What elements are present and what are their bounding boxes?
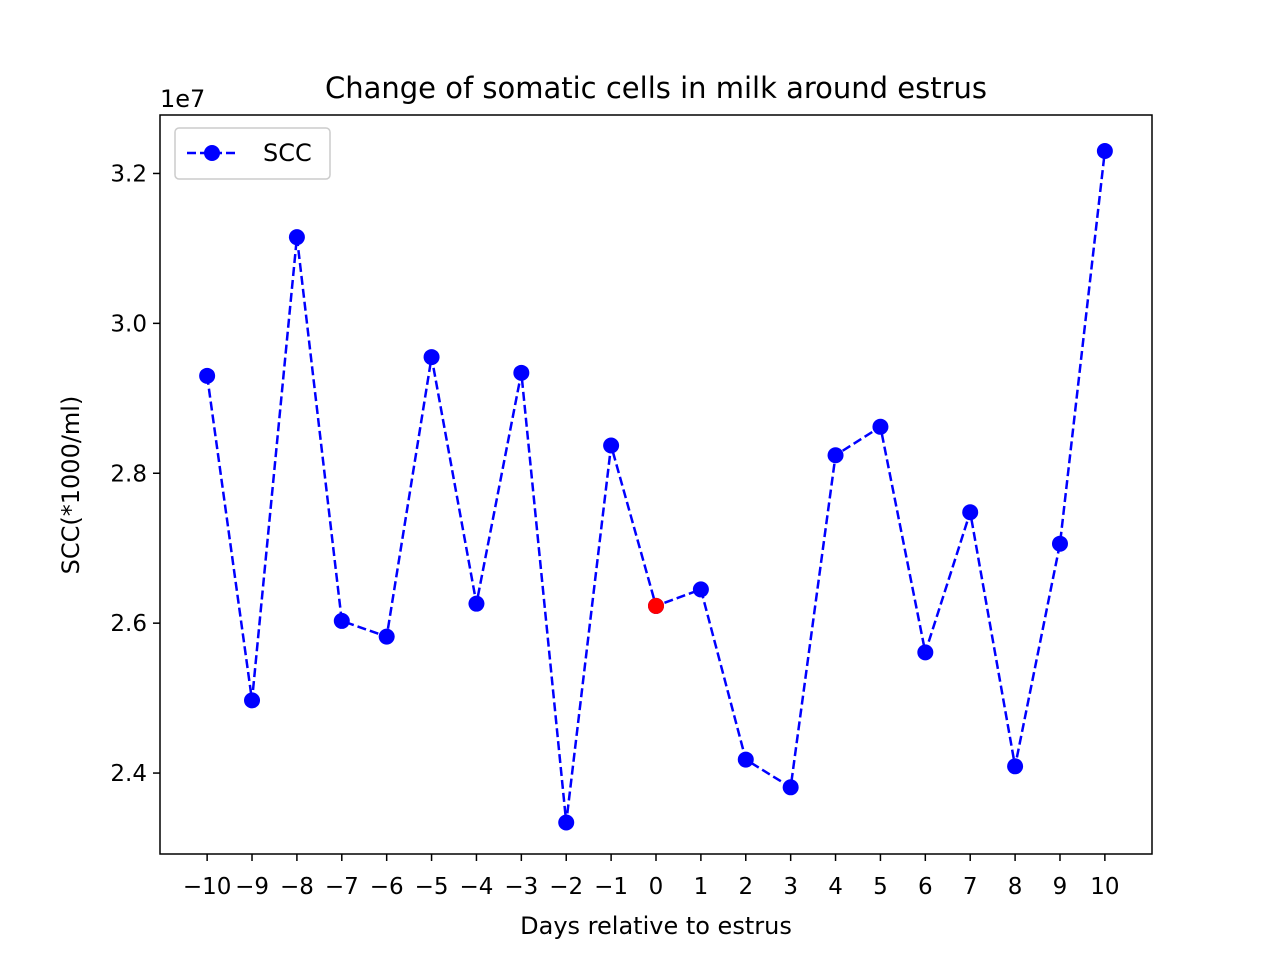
data-point [199,367,216,384]
x-tick-label: 10 [1090,874,1119,900]
data-point [468,595,485,612]
x-axis-label: Days relative to estrus [520,912,792,940]
data-point [513,364,530,381]
x-tick-label: −8 [280,874,314,900]
y-tick-label: 2.4 [110,761,147,787]
axes-frame [159,114,1153,855]
legend-box [174,127,331,180]
legend-marker-swatch [204,145,220,161]
x-tick-label: 3 [783,874,798,900]
x-tick-label: 2 [738,874,753,900]
x-tick-label: −6 [370,874,404,900]
y-axis-label: SCC(*1000/ml) [57,396,85,575]
x-tick-label: 6 [918,874,933,900]
x-tick-label: −9 [235,874,269,900]
x-tick-label: −4 [459,874,493,900]
x-tick-label: 5 [873,874,888,900]
x-tick-label: −7 [325,874,359,900]
data-point [1051,535,1068,552]
data-point [423,349,440,366]
plot-area: −10 −9 −8 −7 −6 −5 −4 −3 −2 −1 0 1 2 3 4 5 6 7 8 9 102.42.62… [110,114,1153,900]
x-tick-label: 4 [828,874,843,900]
x-tick-label: 8 [1008,874,1023,900]
data-point [333,612,350,629]
highlighted-data-point [648,597,664,614]
data-point [1096,142,1113,159]
data-point [558,814,575,831]
chart-title: Change of somatic cells in milk around e… [325,71,987,105]
x-tick-label: 9 [1053,874,1068,900]
data-point [737,751,754,768]
data-point [962,504,979,521]
x-tick-label: 7 [963,874,978,900]
data-point [288,229,305,246]
x-tick-label: −1 [594,874,628,900]
data-point [1007,758,1024,775]
x-tick-label: −10 [183,874,232,900]
y-tick-label: 2.6 [110,611,147,637]
legend: SCC [174,127,331,180]
data-point [827,447,844,464]
x-tick-label: 0 [649,874,664,900]
y-tick-label: 2.8 [110,461,147,487]
legend-label-scc: SCC [263,139,312,167]
data-point [782,779,799,796]
x-tick-label: −5 [415,874,449,900]
data-point [603,437,620,454]
data-point [244,692,261,709]
data-point [692,581,709,598]
data-point [378,628,395,645]
data-point [917,644,934,661]
x-tick-label: 1 [694,874,709,900]
y-tick-label: 3.2 [110,161,147,187]
x-tick-label: −2 [549,874,583,900]
data-point [872,418,889,435]
y-tick-label: 3.0 [110,311,147,337]
x-tick-label: −3 [504,874,538,900]
y-axis-offset-label: 1e7 [160,85,205,113]
